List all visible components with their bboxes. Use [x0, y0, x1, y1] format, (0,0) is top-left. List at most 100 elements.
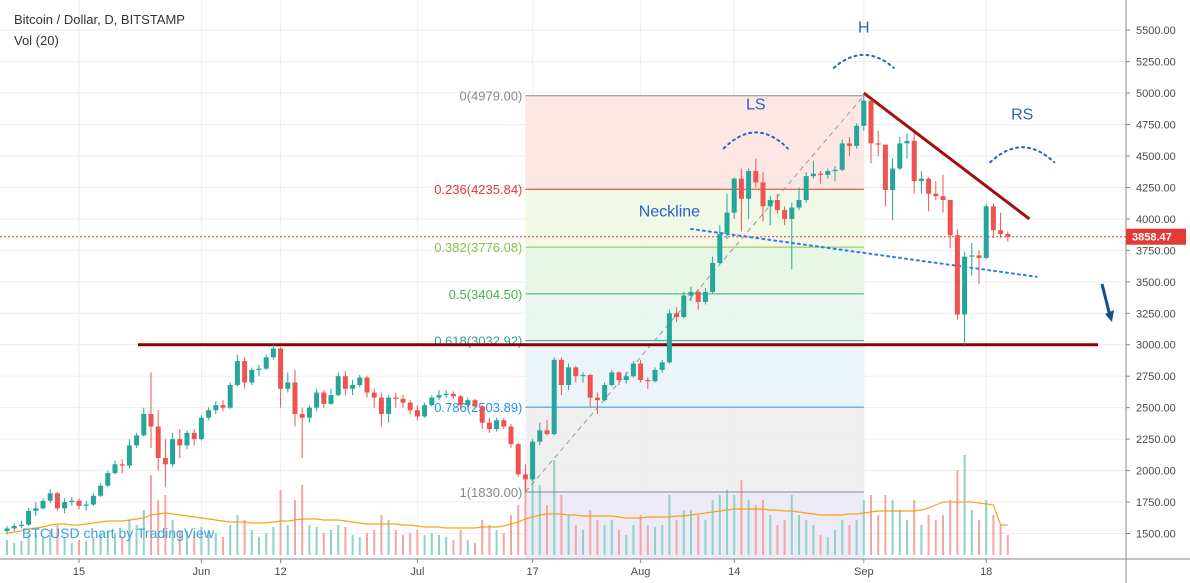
volume-bar — [661, 525, 664, 555]
candle-body — [479, 406, 485, 423]
candle-body — [227, 385, 233, 408]
candle-body — [630, 363, 636, 377]
volume-bar — [171, 520, 174, 555]
candle-body — [508, 426, 514, 445]
volume-bar — [294, 500, 296, 555]
volume-bar — [625, 535, 628, 555]
volume-bar — [682, 510, 685, 555]
candle-body — [141, 413, 147, 436]
volume-bar — [142, 510, 145, 555]
annotation-neckline: Neckline — [639, 203, 700, 220]
volume-bar — [222, 537, 224, 555]
volume-bar — [178, 530, 181, 555]
volume-bar — [1006, 535, 1009, 555]
volume-bar — [862, 500, 865, 555]
candle-body — [206, 410, 212, 418]
x-tick-label: 12 — [274, 566, 286, 578]
candle-body — [62, 502, 68, 509]
fib-zone — [525, 407, 864, 492]
volume-bar — [106, 531, 109, 555]
candle-body — [558, 359, 564, 386]
volume-bar — [416, 530, 419, 555]
candle-body — [184, 432, 190, 446]
candle-body — [551, 359, 557, 435]
volume-ma — [6, 501, 1008, 534]
y-tick-label: 5500.00 — [1136, 25, 1176, 37]
volume-ma-line — [6, 501, 1008, 534]
candle-body — [760, 182, 766, 207]
candle-body — [450, 393, 456, 397]
candle-body — [580, 374, 586, 377]
volume-bar — [114, 533, 116, 555]
volume-bar — [898, 510, 901, 555]
candle-body — [818, 173, 824, 175]
volume-bar — [495, 530, 498, 555]
volume-bar — [20, 541, 23, 555]
y-tick-label: 1750.00 — [1136, 497, 1176, 509]
candle-body — [724, 212, 730, 235]
candle-body — [702, 291, 708, 302]
right-shoulder-arc — [989, 146, 1056, 164]
annotation-h: H — [858, 20, 870, 37]
volume-bar — [805, 520, 808, 555]
volume-bar — [164, 495, 167, 555]
candle-body — [256, 368, 262, 370]
y-tick-label: 2500.00 — [1136, 403, 1176, 415]
volume-bar — [423, 535, 426, 555]
y-tick-label: 5000.00 — [1136, 88, 1176, 100]
volume-bar — [63, 537, 66, 555]
candle-body — [213, 405, 219, 411]
volume-bar — [92, 537, 95, 555]
candle-body — [983, 206, 989, 258]
candle-body — [803, 176, 809, 201]
volume-bar — [279, 490, 282, 555]
volume-bar — [531, 465, 534, 555]
candle-body — [839, 143, 845, 170]
volume-bar — [517, 505, 520, 555]
candle-body — [40, 500, 46, 509]
volume-bar — [214, 533, 217, 555]
volume-bar — [675, 520, 678, 555]
volume-bar — [358, 537, 361, 555]
volume-bar — [546, 505, 548, 555]
volume-bar — [34, 533, 37, 555]
volume-bar — [330, 530, 332, 555]
watermark[interactable]: BTCUSD chart by TradingView — [22, 525, 215, 541]
volume-bar — [452, 540, 455, 555]
candle-body — [515, 444, 521, 475]
candle-body — [738, 178, 744, 199]
candle-body — [162, 457, 168, 465]
fib-zone — [525, 340, 864, 408]
annotation-ls: LS — [746, 96, 766, 113]
candle-body — [155, 426, 161, 458]
candle-body — [875, 143, 881, 145]
volume-bar — [27, 535, 30, 555]
volume-bars — [6, 455, 1009, 555]
candle-body — [897, 143, 903, 169]
candle-body — [170, 439, 176, 465]
candle-body — [810, 173, 816, 177]
candle-body — [83, 504, 89, 506]
candle-body — [573, 367, 579, 377]
x-tick-label: 18 — [980, 566, 992, 578]
volume-bar — [812, 525, 815, 555]
candle-body — [371, 392, 377, 398]
x-tick-label: 15 — [73, 566, 85, 578]
y-tick-label: 2750.00 — [1136, 371, 1176, 383]
candle-body — [717, 234, 723, 263]
y-tick-label: 4000.00 — [1136, 214, 1176, 226]
volume-bar — [78, 540, 80, 555]
candle-body — [321, 392, 327, 404]
candle-body — [494, 420, 500, 430]
x-tick-label: 14 — [728, 566, 740, 578]
fib-level-label: 0.618(3032.92) — [434, 334, 522, 349]
volume-bar — [949, 500, 952, 555]
candle-body — [976, 255, 982, 258]
volume-bar — [438, 535, 440, 555]
volume-bar — [567, 515, 570, 555]
candle-body — [926, 178, 932, 194]
fib-level-label: 0(4979.00) — [460, 89, 523, 104]
candle-body — [177, 439, 183, 446]
